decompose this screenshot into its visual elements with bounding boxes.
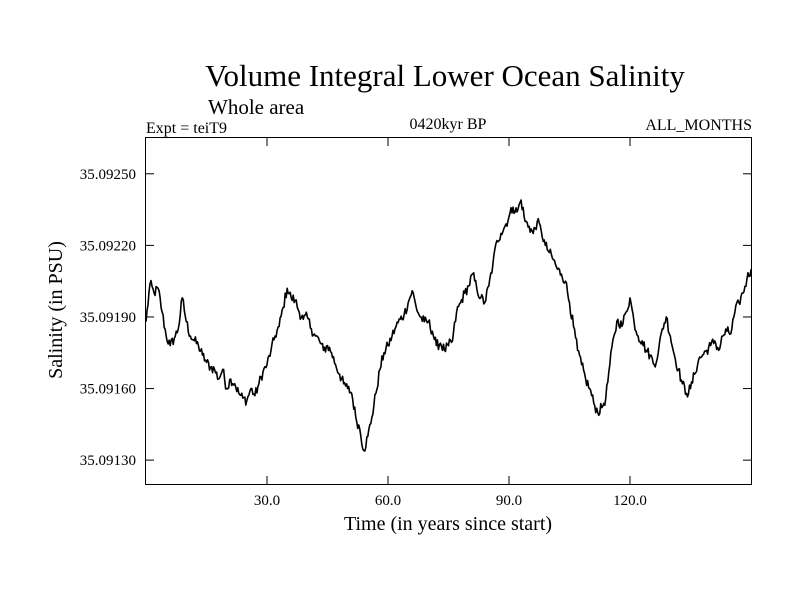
x-tick-label: 120.0 [613,493,647,509]
y-tick-label: 35.09130 [80,453,136,469]
y-tick-label: 35.09160 [80,382,136,398]
y-tick-label: 35.09250 [80,167,136,183]
x-tick-label: 60.0 [375,493,401,509]
x-axis-label: Time (in years since start) [344,513,552,535]
months-label: ALL_MONTHS [645,117,752,134]
plot-frame [145,137,752,485]
y-tick-label: 35.09220 [80,238,136,254]
x-axis-ticks: 30.0 60.0 90.0 120.0 [254,138,647,509]
y-tick-label: 35.09190 [80,310,136,326]
chart-title: Volume Integral Lower Ocean Salinity [205,58,685,93]
period-label: 0420kyr BP [410,116,487,133]
chart-subtitle: Whole area [208,95,305,119]
experiment-label: Expt = teiT9 [146,120,227,137]
series-layer [145,199,752,452]
series-line [145,199,752,452]
x-tick-label: 30.0 [254,493,280,509]
y-axis-label: Salinity (in PSU) [45,241,67,379]
x-tick-label: 90.0 [496,493,522,509]
y-axis-ticks: 35.09130 35.09160 35.09190 35.09220 35.09250 [80,167,751,469]
